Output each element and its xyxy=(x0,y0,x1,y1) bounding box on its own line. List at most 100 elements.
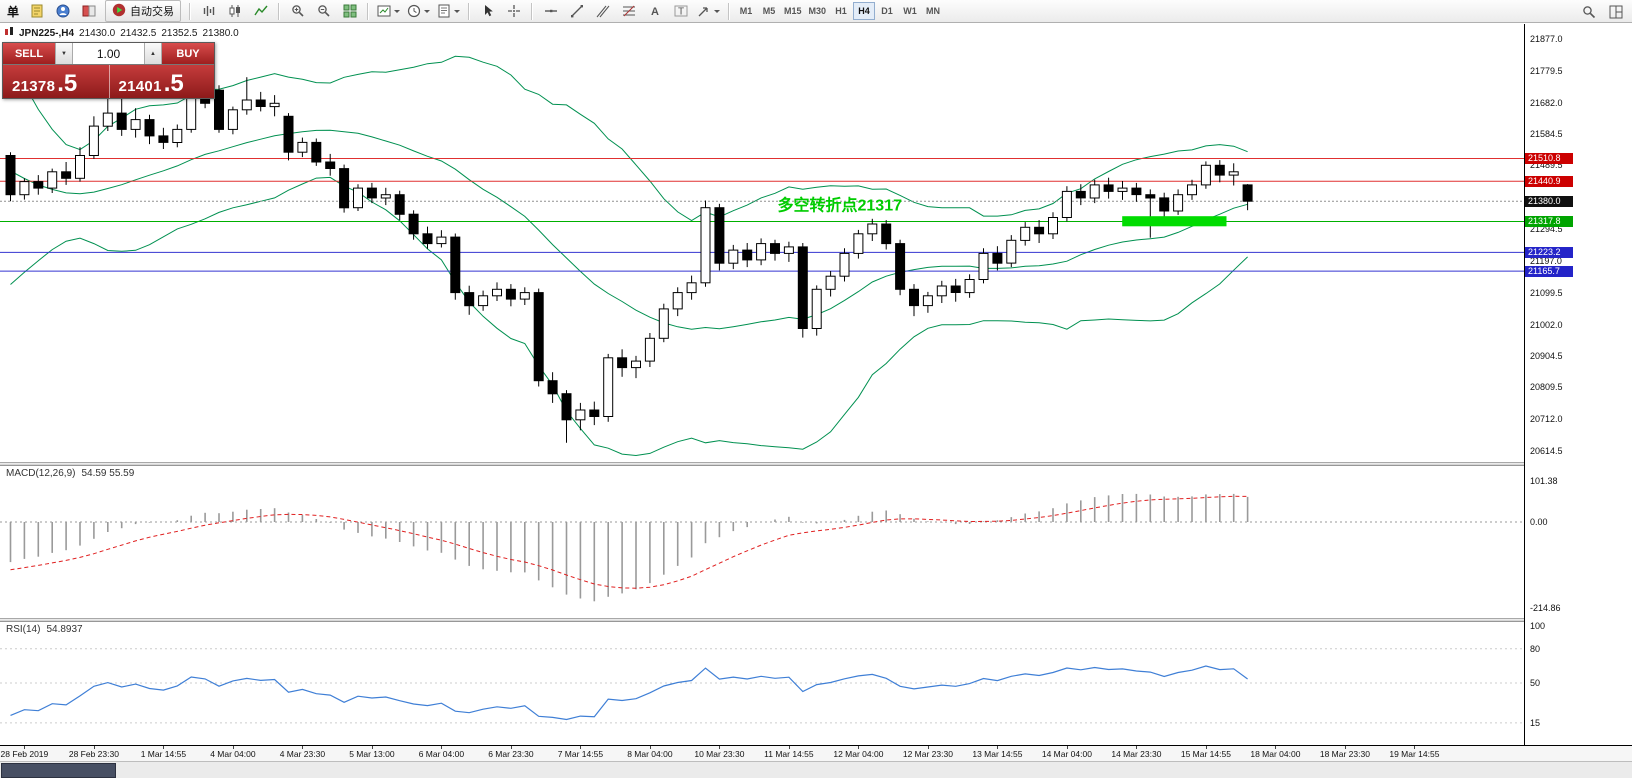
time-tick xyxy=(858,746,860,749)
line-chart-button[interactable] xyxy=(248,0,273,22)
timeframe-w1[interactable]: W1 xyxy=(903,6,917,16)
new-chart-button[interactable] xyxy=(374,0,403,22)
time-tick xyxy=(371,746,373,749)
sell-button[interactable]: SELL xyxy=(3,43,55,64)
volume-increase-button[interactable]: ▲ xyxy=(144,43,162,64)
time-tick xyxy=(927,746,929,749)
fibonacci-icon xyxy=(622,4,636,18)
horizontal-line-button[interactable] xyxy=(538,0,563,22)
trendline-icon xyxy=(570,4,584,18)
time-tick xyxy=(510,746,512,749)
shapes-button[interactable] xyxy=(694,0,723,22)
buy-price[interactable]: 21401 .5 xyxy=(108,65,215,98)
autotrading-button[interactable]: 自动交易 xyxy=(105,0,182,22)
time-label: 28 Feb 23:30 xyxy=(68,749,119,759)
new-order-button[interactable] xyxy=(24,0,49,22)
caret-down-icon: ▼ xyxy=(61,50,67,57)
candlestick-chart-icon xyxy=(228,4,242,18)
symbol-name: JPN225-,H4 xyxy=(19,28,75,39)
cursor-button[interactable] xyxy=(475,0,500,22)
channel-button[interactable] xyxy=(590,0,615,22)
time-tick xyxy=(1066,746,1068,749)
separator xyxy=(531,2,534,20)
menu-label[interactable]: 单 xyxy=(7,4,20,19)
navigator-button[interactable] xyxy=(50,0,75,22)
chevron-down-icon xyxy=(424,9,431,13)
timeframe-m15[interactable]: M15 xyxy=(784,6,802,16)
timeframe-h1[interactable]: H1 xyxy=(835,6,847,16)
price-tick: 21779.5 xyxy=(1530,65,1563,76)
time-tick xyxy=(93,746,95,749)
terminal-button[interactable] xyxy=(76,0,101,22)
buy-button[interactable]: BUY xyxy=(162,43,214,64)
layout-button[interactable] xyxy=(1603,1,1628,23)
price-tag: 21380.0 xyxy=(1525,195,1573,207)
tile-windows-button[interactable] xyxy=(337,0,362,22)
price-tick: 21294.5 xyxy=(1530,224,1563,235)
separator xyxy=(728,2,731,20)
timeframe-d1[interactable]: D1 xyxy=(881,6,893,16)
timeframe-m1[interactable]: M1 xyxy=(739,6,753,16)
arrow-shape-icon xyxy=(697,4,711,18)
rsi-panel[interactable]: RSI(14) 54.8937 xyxy=(0,622,1524,744)
time-tick xyxy=(1414,746,1416,749)
autotrading-icon xyxy=(112,3,126,20)
price-tick: 20904.5 xyxy=(1530,351,1563,362)
price-tick: 21002.0 xyxy=(1530,319,1563,330)
fibonacci-button[interactable] xyxy=(616,0,641,22)
time-label: 11 Mar 14:55 xyxy=(764,749,814,759)
one-click-trade-widget: SELL ▼ 1.00 ▲ BUY 21378 .5 21401 .5 xyxy=(2,42,215,99)
zoom-out-button[interactable] xyxy=(311,0,336,22)
scrollbar-thumb[interactable] xyxy=(1,763,116,778)
search-button[interactable] xyxy=(1576,1,1601,23)
rsi-axis-label: 80 xyxy=(1530,643,1541,654)
volume-decrease-button[interactable]: ▼ xyxy=(55,43,73,64)
panel-splitter[interactable] xyxy=(0,462,1632,466)
svg-text:A: A xyxy=(651,6,659,18)
main-chart-panel[interactable]: 多空转折点21317 JPN225-,H4 21430.0 21432.5 21… xyxy=(0,24,1524,462)
timeframe-m30[interactable]: M30 xyxy=(808,6,827,16)
time-label: 1 Mar 14:55 xyxy=(140,749,187,759)
macd-label-row: MACD(12,26,9) 54.59 55.59 xyxy=(6,468,134,479)
rsi-chart xyxy=(0,648,1524,724)
timeframe-h4[interactable]: H4 xyxy=(853,2,876,20)
sell-price[interactable]: 21378 .5 xyxy=(3,65,109,98)
horizontal-scrollbar[interactable] xyxy=(0,761,1632,778)
panel-splitter[interactable] xyxy=(0,618,1632,622)
price-scale[interactable]: 21877.0 21779.5 21682.0 21584.5 21489.5 21294… xyxy=(1525,24,1632,745)
trendline-button[interactable] xyxy=(564,0,589,22)
bar-chart-button[interactable] xyxy=(196,0,221,22)
label-tool-button[interactable]: T xyxy=(668,0,693,22)
candlestick-chart-button[interactable] xyxy=(222,0,247,22)
templates-icon xyxy=(437,4,451,18)
templates-button[interactable] xyxy=(434,0,463,22)
time-tick xyxy=(719,746,721,749)
tile-windows-icon xyxy=(343,4,357,18)
timeframe-mn[interactable]: MN xyxy=(926,6,941,16)
crosshair-button[interactable] xyxy=(501,0,526,22)
time-tick xyxy=(788,746,790,749)
time-tick xyxy=(580,746,582,749)
zoom-in-icon xyxy=(291,4,305,18)
time-label: 10 Mar 23:30 xyxy=(694,749,745,759)
price-tag: 21317.8 xyxy=(1525,215,1573,227)
symbol-icon xyxy=(5,27,14,40)
text-tool-button[interactable]: A xyxy=(642,0,667,22)
time-axis[interactable]: 28 Feb 2019 28 Feb 23:30 1 Mar 14:55 4 Mar … xyxy=(0,745,1632,761)
time-tick xyxy=(1205,746,1207,749)
macd-panel[interactable]: MACD(12,26,9) 54.59 55.59 xyxy=(0,466,1524,618)
autotrading-label: 自动交易 xyxy=(130,6,175,18)
timeframe-group: M1 M5 M15 M30 H1 H4 D1 W1 MN xyxy=(735,2,944,20)
volume-input[interactable]: 1.00 xyxy=(73,43,144,64)
price-tick: 21099.5 xyxy=(1530,287,1563,298)
candlestick-chart[interactable]: 多空转折点21317 xyxy=(0,24,1524,462)
price-tag: 21165.7 xyxy=(1525,265,1573,277)
zoom-out-icon xyxy=(317,4,331,18)
periods-button[interactable] xyxy=(404,0,433,22)
timeframe-m5[interactable]: M5 xyxy=(762,6,776,16)
separator xyxy=(278,2,281,20)
ohlc-low: 21352.5 xyxy=(161,28,198,39)
time-tick xyxy=(1344,746,1346,749)
main-toolbar: 单 自动交易 xyxy=(0,0,1632,23)
zoom-in-button[interactable] xyxy=(285,0,310,22)
